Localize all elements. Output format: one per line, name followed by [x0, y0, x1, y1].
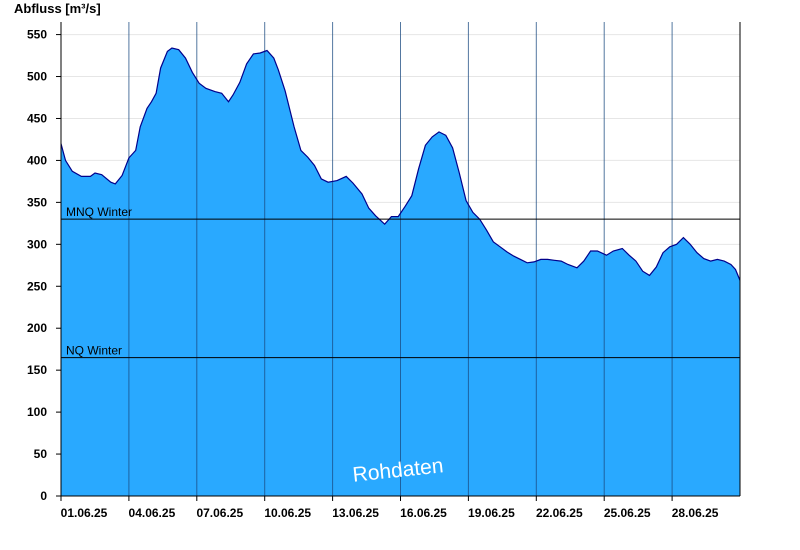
y-tick-label: 250	[27, 279, 47, 293]
y-tick-label: 300	[27, 237, 47, 251]
y-tick-label: 450	[27, 111, 47, 125]
reference-lines: MNQ Winter NQ Winter	[61, 205, 740, 359]
y-tick-label: 100	[27, 405, 47, 419]
x-tick-label: 10.06.25	[264, 506, 311, 520]
y-tick-label: 400	[27, 153, 47, 167]
x-tick-label: 13.06.25	[332, 506, 379, 520]
reference-line-label: MNQ Winter	[66, 205, 132, 219]
y-tick-label: 150	[27, 363, 47, 377]
y-tick-label: 50	[34, 447, 48, 461]
y-axis-ticks: 0 50 100 150 200 250 300 350 400 450 500 550	[27, 28, 61, 503]
y-tick-label: 550	[27, 28, 47, 42]
x-tick-label: 19.06.25	[468, 506, 515, 520]
y-tick-label: 500	[27, 70, 47, 84]
x-tick-label: 01.06.25	[61, 506, 108, 520]
reference-line-label: NQ Winter	[66, 344, 122, 358]
x-tick-label: 16.06.25	[400, 506, 447, 520]
y-tick-label: 0	[40, 489, 47, 503]
vertical-grid	[128, 22, 673, 496]
x-tick-label: 22.06.25	[536, 506, 583, 520]
x-tick-label: 07.06.25	[196, 506, 243, 520]
y-tick-label: 350	[27, 195, 47, 209]
x-tick-label: 04.06.25	[129, 506, 176, 520]
y-axis-label: Abfluss [m³/s]	[14, 1, 101, 16]
discharge-line	[60, 47, 741, 281]
y-tick-label: 200	[27, 321, 47, 335]
x-axis-ticks: 01.06.25 04.06.25 07.06.25 10.06.25 13.06.25…	[60, 496, 719, 520]
x-tick-label: 28.06.25	[672, 506, 719, 520]
x-tick-label: 25.06.25	[604, 506, 651, 520]
